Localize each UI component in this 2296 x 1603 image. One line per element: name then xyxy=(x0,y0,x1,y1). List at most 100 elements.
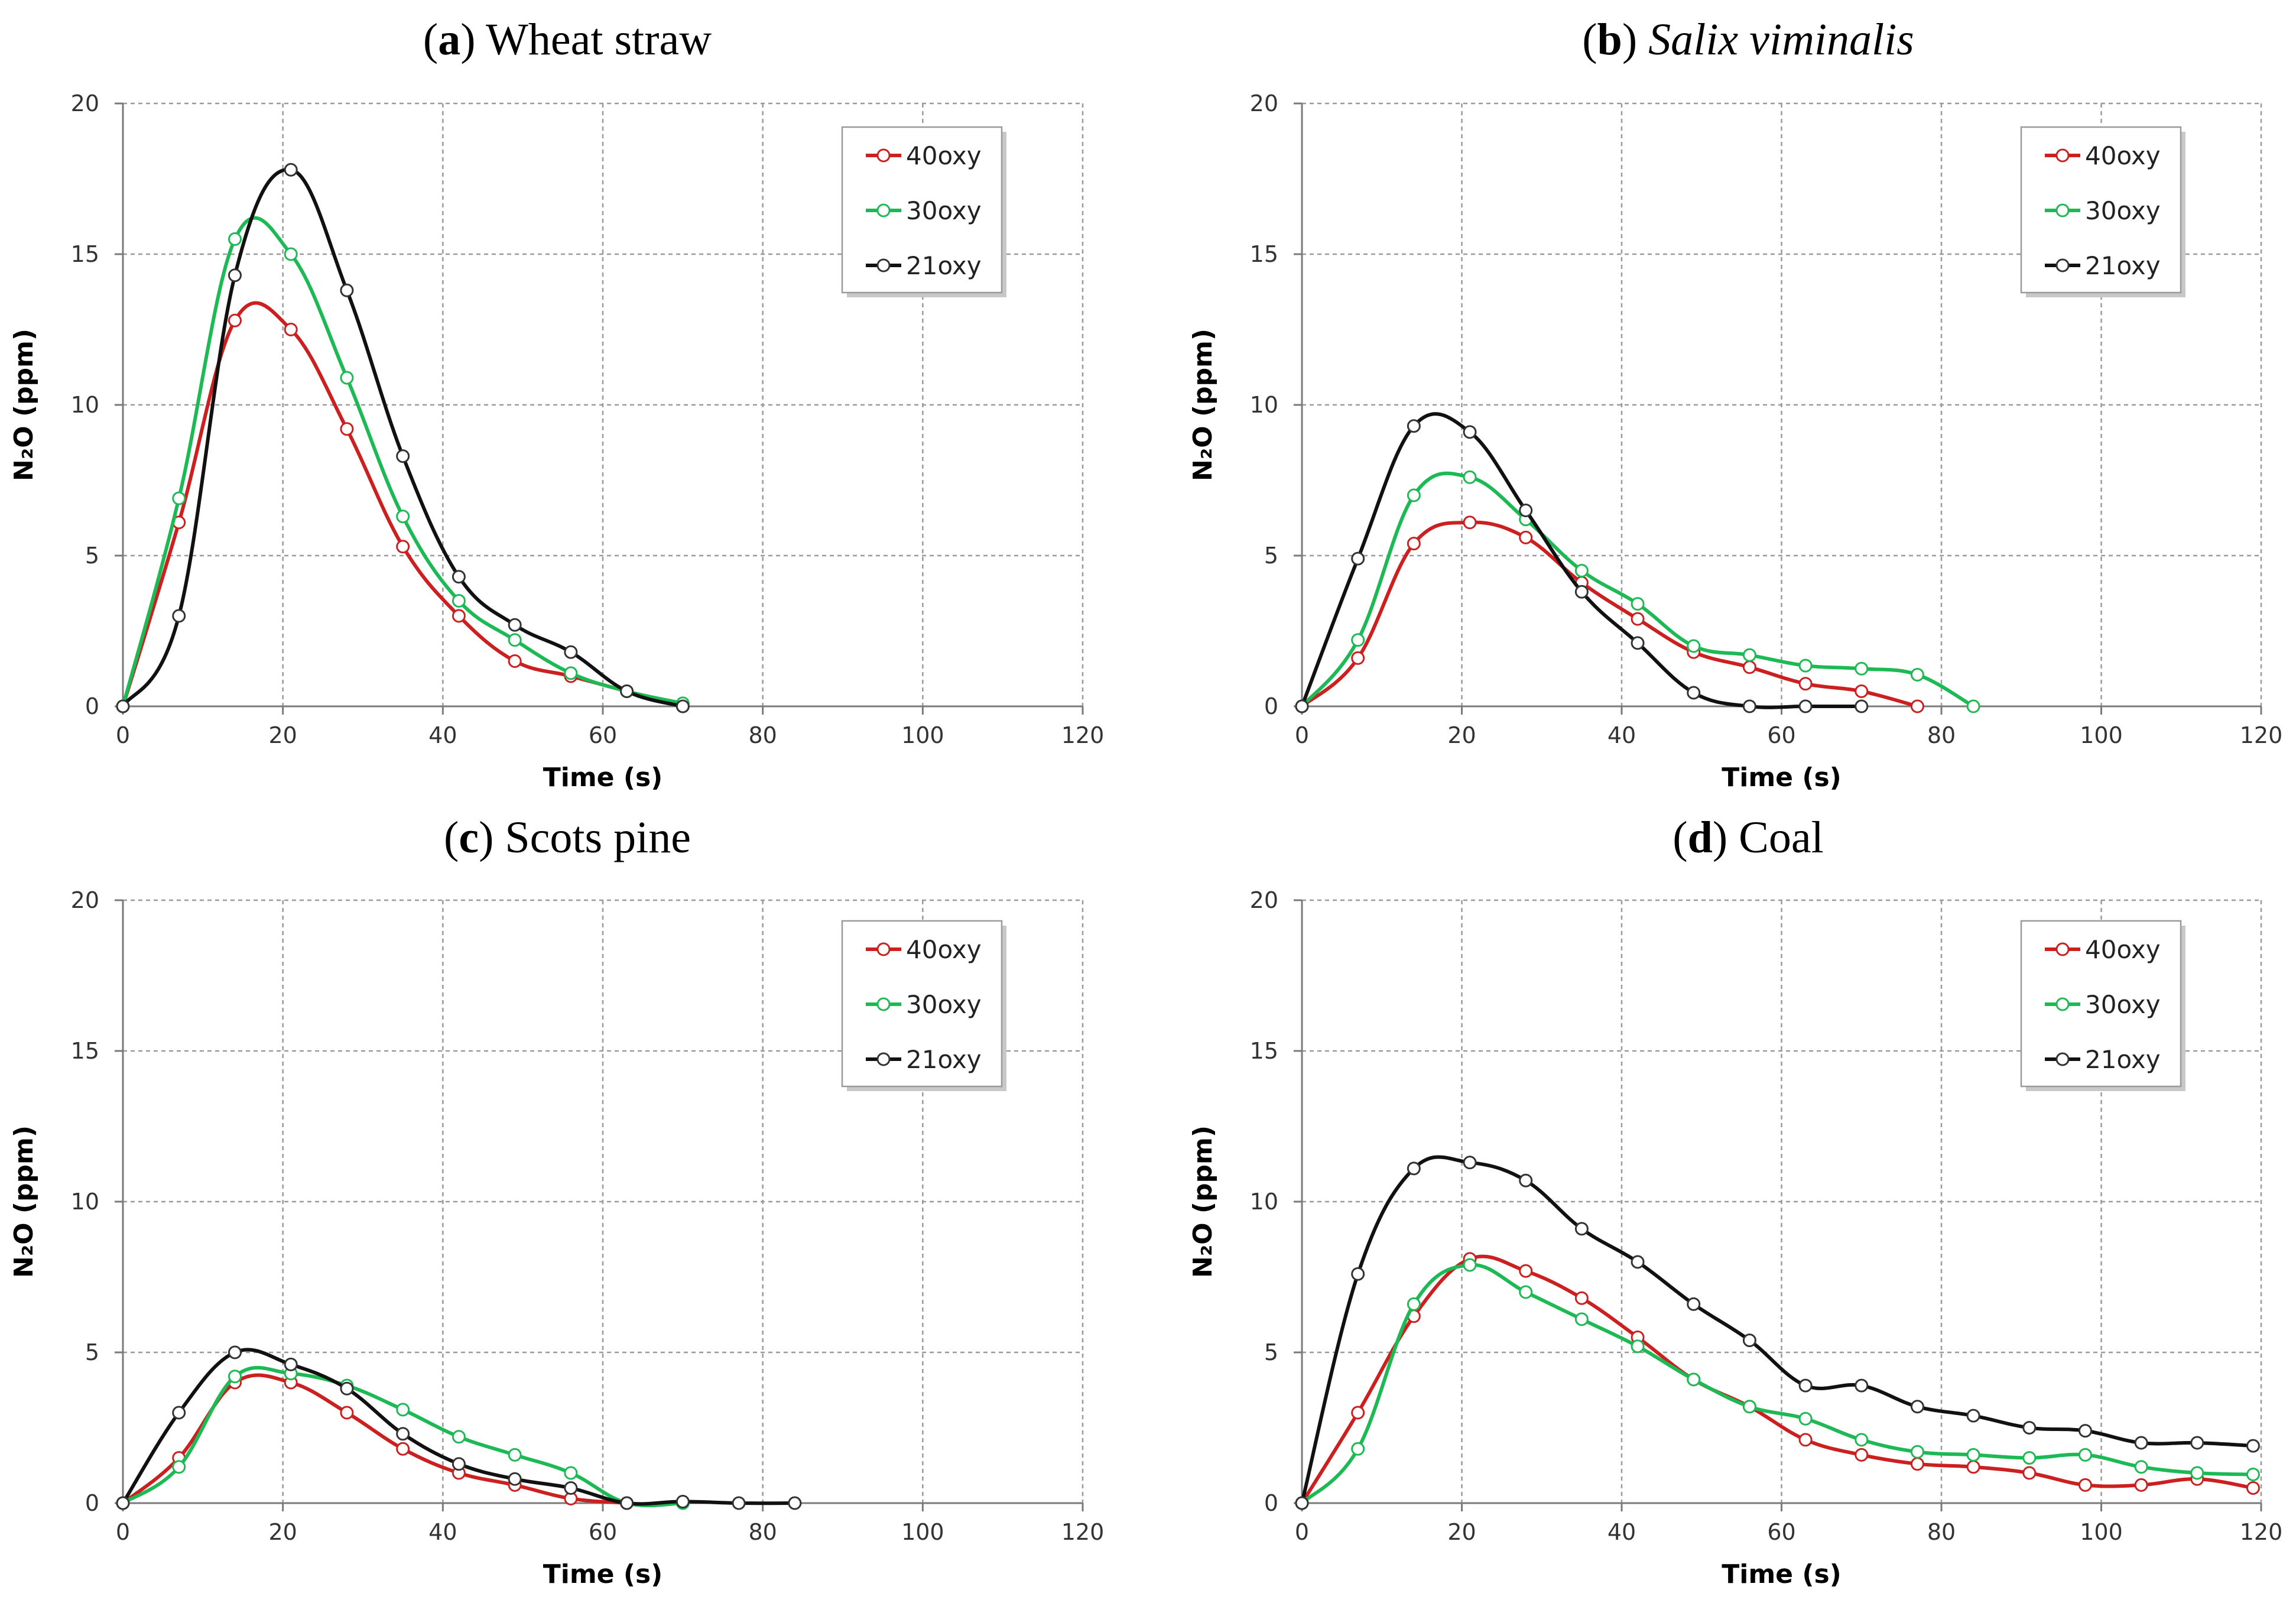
data-point-40oxy xyxy=(1855,1448,1869,1462)
data-point-21oxy xyxy=(1574,1222,1589,1236)
data-point-40oxy xyxy=(1798,677,1813,691)
x-tick-label: 0 xyxy=(116,722,130,748)
data-point-40oxy xyxy=(1966,1460,1980,1474)
data-point-30oxy xyxy=(2190,1466,2204,1480)
data-point-40oxy xyxy=(1855,684,1869,698)
data-point-21oxy xyxy=(1295,1496,1309,1510)
series-line-21oxy xyxy=(121,1348,797,1506)
data-point-30oxy xyxy=(396,510,410,524)
legend-marker-30oxy xyxy=(2055,997,2070,1011)
data-point-40oxy xyxy=(1519,530,1533,544)
x-tick-label: 20 xyxy=(268,1519,297,1545)
data-point-30oxy xyxy=(1855,661,1869,676)
legend-marker-21oxy xyxy=(876,1052,891,1066)
panel-letter: d xyxy=(1688,813,1713,862)
data-point-30oxy xyxy=(1351,1442,1365,1456)
data-point-30oxy xyxy=(228,232,242,246)
y-tick-label: 5 xyxy=(85,543,99,569)
data-point-30oxy xyxy=(1407,1297,1421,1311)
data-point-30oxy xyxy=(2078,1448,2092,1462)
panel-title: (a) Wheat straw xyxy=(423,15,712,64)
data-point-21oxy xyxy=(1463,425,1477,439)
chart-panel-b: (b) Salix viminalis 0 20 40 60 80 100 120 0 5 10 15… xyxy=(1188,15,2282,793)
y-tick-label: 5 xyxy=(1264,1339,1278,1365)
data-point-30oxy xyxy=(508,1448,522,1462)
legend-marker-21oxy xyxy=(2055,258,2070,272)
data-point-21oxy xyxy=(1463,1156,1477,1170)
x-tick-label: 0 xyxy=(1295,722,1309,748)
y-tick-label: 10 xyxy=(1250,392,1278,418)
data-point-21oxy xyxy=(1407,419,1421,433)
data-point-21oxy xyxy=(2246,1439,2260,1453)
data-point-21oxy xyxy=(2190,1436,2204,1450)
panel-title-paren-close: ) xyxy=(1622,15,1648,64)
data-point-21oxy xyxy=(1574,585,1589,599)
data-point-40oxy xyxy=(2134,1478,2148,1492)
data-point-21oxy xyxy=(1798,699,1813,713)
data-point-40oxy xyxy=(1519,1264,1533,1278)
x-tick-label: 120 xyxy=(2240,722,2283,748)
chart-panel-a: (a) Wheat straw 0 20 40 60 80 100 120 0 5 10 15 20 Ti… xyxy=(9,15,1104,793)
data-point-40oxy xyxy=(1742,660,1756,674)
data-point-30oxy xyxy=(1687,639,1701,653)
panel-letter: c xyxy=(459,813,479,862)
x-tick-label: 40 xyxy=(1607,722,1636,748)
panel-title-paren-close: ) xyxy=(479,813,505,862)
data-point-30oxy xyxy=(1463,470,1477,484)
y-tick-label: 0 xyxy=(85,1490,99,1516)
legend-marker-30oxy xyxy=(876,203,891,218)
data-point-21oxy xyxy=(396,449,410,463)
data-point-21oxy xyxy=(452,1457,466,1471)
y-axis-title: N₂O (ppm) xyxy=(1188,329,1218,481)
data-point-30oxy xyxy=(508,633,522,647)
data-point-21oxy xyxy=(116,699,130,713)
data-point-30oxy xyxy=(396,1403,410,1417)
y-tick-label: 5 xyxy=(85,1339,99,1365)
legend-label-30oxy: 30oxy xyxy=(906,196,982,225)
data-point-21oxy xyxy=(1798,1378,1813,1393)
data-point-21oxy xyxy=(1687,686,1701,700)
data-point-21oxy xyxy=(172,1406,186,1420)
legend-label-21oxy: 21oxy xyxy=(2085,1045,2161,1074)
legend-label-30oxy: 30oxy xyxy=(906,990,982,1019)
data-point-21oxy xyxy=(284,163,298,177)
panel-title-paren-open: ( xyxy=(1673,813,1687,862)
x-tick-label: 40 xyxy=(428,1519,457,1545)
panel-title: (b) Salix viminalis xyxy=(1582,15,1914,64)
x-tick-label: 80 xyxy=(748,722,777,748)
panel-title-paren-open: ( xyxy=(444,813,459,862)
legend-marker-40oxy xyxy=(2055,942,2070,956)
data-point-40oxy xyxy=(396,1442,410,1456)
data-point-30oxy xyxy=(1966,699,1980,713)
x-tick-label: 120 xyxy=(1061,722,1105,748)
data-point-30oxy xyxy=(1798,1411,1813,1426)
y-tick-label: 0 xyxy=(1264,693,1278,719)
x-tick-label: 100 xyxy=(901,722,944,748)
panel-letter: a xyxy=(438,15,460,64)
data-point-40oxy xyxy=(508,654,522,668)
data-point-30oxy xyxy=(1966,1448,1980,1462)
x-tick-label: 100 xyxy=(2080,1519,2123,1545)
data-point-30oxy xyxy=(1519,1285,1533,1299)
data-point-30oxy xyxy=(1574,564,1589,577)
data-point-40oxy xyxy=(228,313,242,327)
data-point-40oxy xyxy=(2078,1478,2092,1492)
y-tick-label: 10 xyxy=(71,392,99,418)
data-point-21oxy xyxy=(452,570,466,584)
legend-label-21oxy: 21oxy xyxy=(2085,251,2161,280)
data-point-30oxy xyxy=(2134,1460,2148,1474)
data-point-30oxy xyxy=(284,247,298,261)
data-point-40oxy xyxy=(1407,537,1421,551)
x-tick-label: 40 xyxy=(428,722,457,748)
data-point-21oxy xyxy=(172,609,186,623)
data-point-21oxy xyxy=(1910,1400,1924,1414)
data-point-30oxy xyxy=(340,371,354,385)
panel-title-text: Coal xyxy=(1739,813,1824,862)
y-tick-label: 15 xyxy=(1250,1038,1278,1064)
data-point-30oxy xyxy=(172,491,186,505)
data-point-21oxy xyxy=(1295,699,1309,713)
legend-label-40oxy: 40oxy xyxy=(2085,935,2161,964)
data-point-30oxy xyxy=(1855,1433,1869,1447)
legend-label-30oxy: 30oxy xyxy=(2085,990,2161,1019)
